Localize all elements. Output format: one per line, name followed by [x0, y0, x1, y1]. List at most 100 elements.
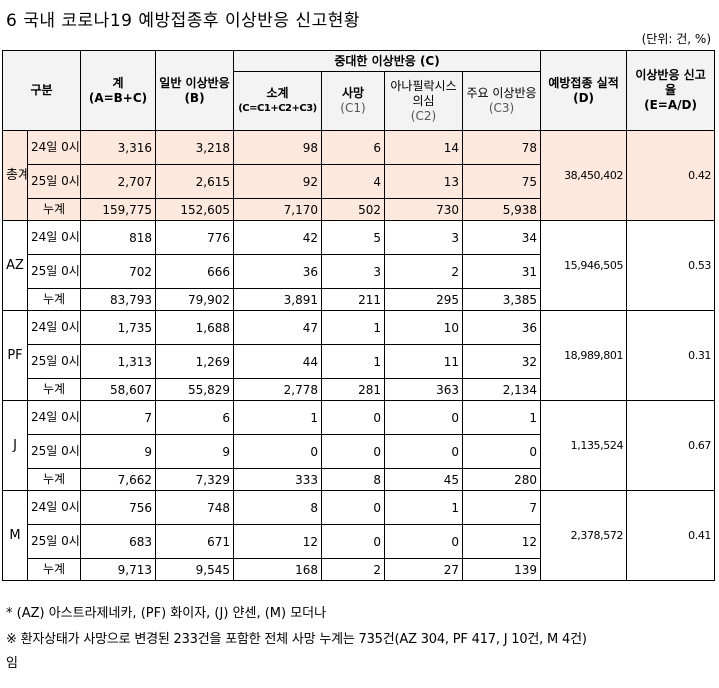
header-death-label: 사망: [341, 86, 365, 100]
cell-general: 671: [155, 524, 234, 559]
cell-death: 0: [321, 400, 385, 435]
cell-death: 0: [321, 434, 385, 469]
cell-death: 5: [321, 220, 385, 255]
cell-total: 1,313: [80, 344, 156, 379]
header-general-sub: (B): [184, 90, 205, 105]
cell-vaccinations: 18,989,801: [540, 310, 628, 401]
header-rate-sub: (E=A/D): [644, 98, 697, 112]
cell-major: 0: [461, 434, 542, 469]
header-major-label: 주요 이상반응: [466, 86, 537, 100]
table-row: M 24일 0시 756 748 8 0 1 7 2,378,572 0.41: [2, 490, 716, 581]
cell-major: 34: [461, 220, 542, 255]
cell-major: 1: [461, 400, 542, 435]
row-label: 24일 0시: [27, 310, 81, 345]
cell-total: 818: [80, 220, 156, 255]
cell-subtotal: 333: [233, 468, 322, 491]
header-category: 구분: [2, 50, 81, 131]
row-label: 누계: [27, 468, 81, 491]
adverse-reaction-table: 구분 계 (A=B+C) 일반 이상반응 (B) 중대한 이상반응 (C) 예방…: [2, 50, 716, 581]
table-row: 누계 58,607 55,829 2,778 281 363 2,134: [3, 378, 715, 401]
cell-death: 281: [321, 378, 385, 401]
row-label: 누계: [27, 558, 81, 581]
row-label: 25일 0시: [27, 434, 81, 469]
row-label: 24일 0시: [27, 400, 81, 435]
group-label: AZ: [2, 220, 28, 311]
header-serious: 중대한 이상반응 (C): [232, 50, 542, 72]
cell-general: 1,688: [155, 310, 234, 345]
cell-anaphylaxis: 0: [384, 434, 463, 469]
cell-total: 756: [80, 490, 156, 525]
cell-subtotal: 3,891: [233, 288, 322, 311]
table-body: 총계24일 0시3,3163,218986147838,450,4020.422…: [2, 130, 716, 581]
cell-vaccinations: 2,378,572: [540, 490, 628, 581]
cell-vaccinations: 38,450,402: [540, 130, 628, 221]
cell-subtotal: 47: [233, 310, 322, 345]
cell-major: 5,938: [461, 198, 542, 221]
cell-death: 1: [321, 310, 385, 345]
row-label: 누계: [27, 288, 81, 311]
cell-anaphylaxis: 11: [384, 344, 463, 379]
cell-total: 58,607: [80, 378, 156, 401]
row-label: 25일 0시: [27, 254, 81, 289]
header-total: 계 (A=B+C): [80, 50, 156, 131]
cell-rate: 0.31: [626, 310, 716, 401]
cell-anaphylaxis: 0: [384, 524, 463, 559]
footnote-deaths-cont: 임: [6, 656, 18, 671]
cell-anaphylaxis: 295: [384, 288, 463, 311]
cell-anaphylaxis: 2: [384, 254, 463, 289]
header-major-sub: (C3): [488, 101, 515, 115]
cell-rate: 0.42: [626, 130, 716, 221]
cell-vaccinations: 1,135,524: [540, 400, 628, 491]
cell-major: 280: [461, 468, 542, 491]
cell-subtotal: 92: [233, 164, 322, 199]
cell-major: 75: [461, 164, 542, 199]
cell-total: 159,775: [80, 198, 156, 221]
cell-general: 666: [155, 254, 234, 289]
table-row: 25일 0시 9 9 0 0 0 0: [3, 434, 715, 469]
row-label: 24일 0시: [27, 490, 81, 525]
cell-rate: 0.53: [626, 220, 716, 311]
cell-general: 748: [155, 490, 234, 525]
cell-general: 2,615: [155, 164, 234, 199]
table-row: 누계 159,775 152,605 7,170 502 730 5,938: [3, 198, 715, 221]
cell-total: 2,707: [80, 164, 156, 199]
cell-subtotal: 0: [233, 434, 322, 469]
footnote-deaths: ※ 환자상태가 사망으로 변경된 233건을 포함한 전체 사망 누계는 735…: [6, 632, 587, 647]
header-anaphylaxis-label: 아나필락시스 의심: [390, 78, 457, 108]
header-major: 주요 이상반응 (C3): [461, 71, 542, 131]
cell-rate: 0.67: [626, 400, 716, 491]
cell-major: 78: [461, 130, 542, 165]
cell-general: 1,269: [155, 344, 234, 379]
cell-subtotal: 1: [233, 400, 322, 435]
cell-total: 9,713: [80, 558, 156, 581]
cell-death: 1: [321, 344, 385, 379]
cell-major: 36: [461, 310, 542, 345]
header-total-label: 계: [112, 75, 124, 90]
cell-death: 3: [321, 254, 385, 289]
cell-anaphylaxis: 45: [384, 468, 463, 491]
cell-general: 6: [155, 400, 234, 435]
cell-death: 6: [321, 130, 385, 165]
cell-subtotal: 44: [233, 344, 322, 379]
cell-death: 8: [321, 468, 385, 491]
cell-anaphylaxis: 14: [384, 130, 463, 165]
cell-subtotal: 36: [233, 254, 322, 289]
cell-anaphylaxis: 730: [384, 198, 463, 221]
cell-general: 7,329: [155, 468, 234, 491]
cell-subtotal: 7,170: [233, 198, 322, 221]
cell-total: 702: [80, 254, 156, 289]
header-anaphylaxis-sub: (C2): [410, 108, 437, 123]
cell-total: 83,793: [80, 288, 156, 311]
table-row: J 24일 0시 7 6 1 0 0 1 1,135,524 0.67: [2, 400, 716, 491]
cell-major: 12: [461, 524, 542, 559]
table-row: 누계 83,793 79,902 3,891 211 295 3,385: [3, 288, 715, 311]
header-general-label: 일반 이상반응: [159, 75, 230, 90]
table-row: 누계 9,713 9,545 168 2 27 139: [3, 558, 715, 581]
table-row: 25일 0시 2,707 2,615 92 4 13 75: [3, 164, 715, 199]
row-label: 25일 0시: [27, 524, 81, 559]
table-row: AZ 24일 0시 818 776 42 5 3 34 15,946,505 0.53: [2, 220, 716, 311]
cell-subtotal: 12: [233, 524, 322, 559]
table-row: PF 24일 0시 1,735 1,688 47 1 10 36 18,989,801 0.31: [2, 310, 716, 401]
cell-general: 9: [155, 434, 234, 469]
cell-general: 776: [155, 220, 234, 255]
